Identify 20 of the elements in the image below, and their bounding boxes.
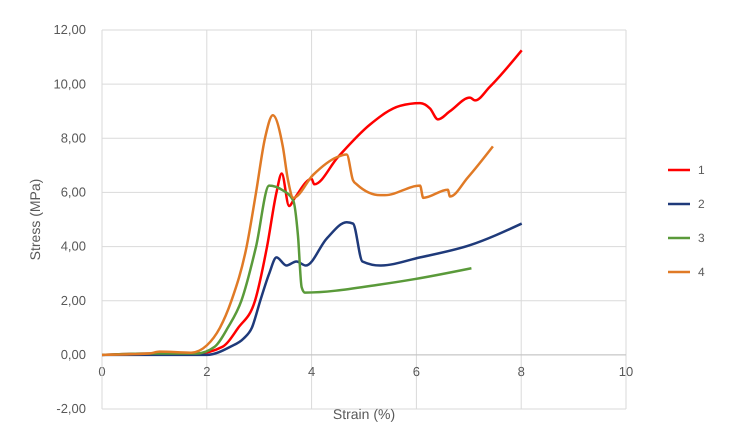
y-tick-label: 12,00 bbox=[53, 22, 86, 38]
y-tick-label: 2,00 bbox=[60, 292, 86, 308]
y-tick-label: 10,00 bbox=[53, 76, 86, 92]
x-tick-label: 8 bbox=[518, 364, 525, 380]
x-tick-label: 2 bbox=[203, 364, 210, 380]
y-tick-label: 6,00 bbox=[60, 184, 86, 200]
x-tick-label: 10 bbox=[618, 364, 634, 380]
legend-label: 1 bbox=[698, 163, 705, 177]
x-axis-title: Strain (%) bbox=[332, 406, 396, 422]
legend-label: 2 bbox=[698, 197, 705, 211]
y-tick-label: 8,00 bbox=[60, 130, 86, 146]
x-tick-label: 6 bbox=[412, 364, 420, 380]
line-series bbox=[100, 114, 494, 356]
y-tick-label: -2,00 bbox=[56, 401, 86, 416]
legend-label: 3 bbox=[698, 231, 705, 245]
legend-label: 4 bbox=[698, 265, 705, 279]
x-tick-label: 4 bbox=[308, 364, 316, 380]
y-tick-label: 4,00 bbox=[60, 238, 86, 254]
y-tick-label: 0,00 bbox=[60, 347, 86, 362]
y-axis-title: Stress (MPa) bbox=[27, 178, 43, 260]
